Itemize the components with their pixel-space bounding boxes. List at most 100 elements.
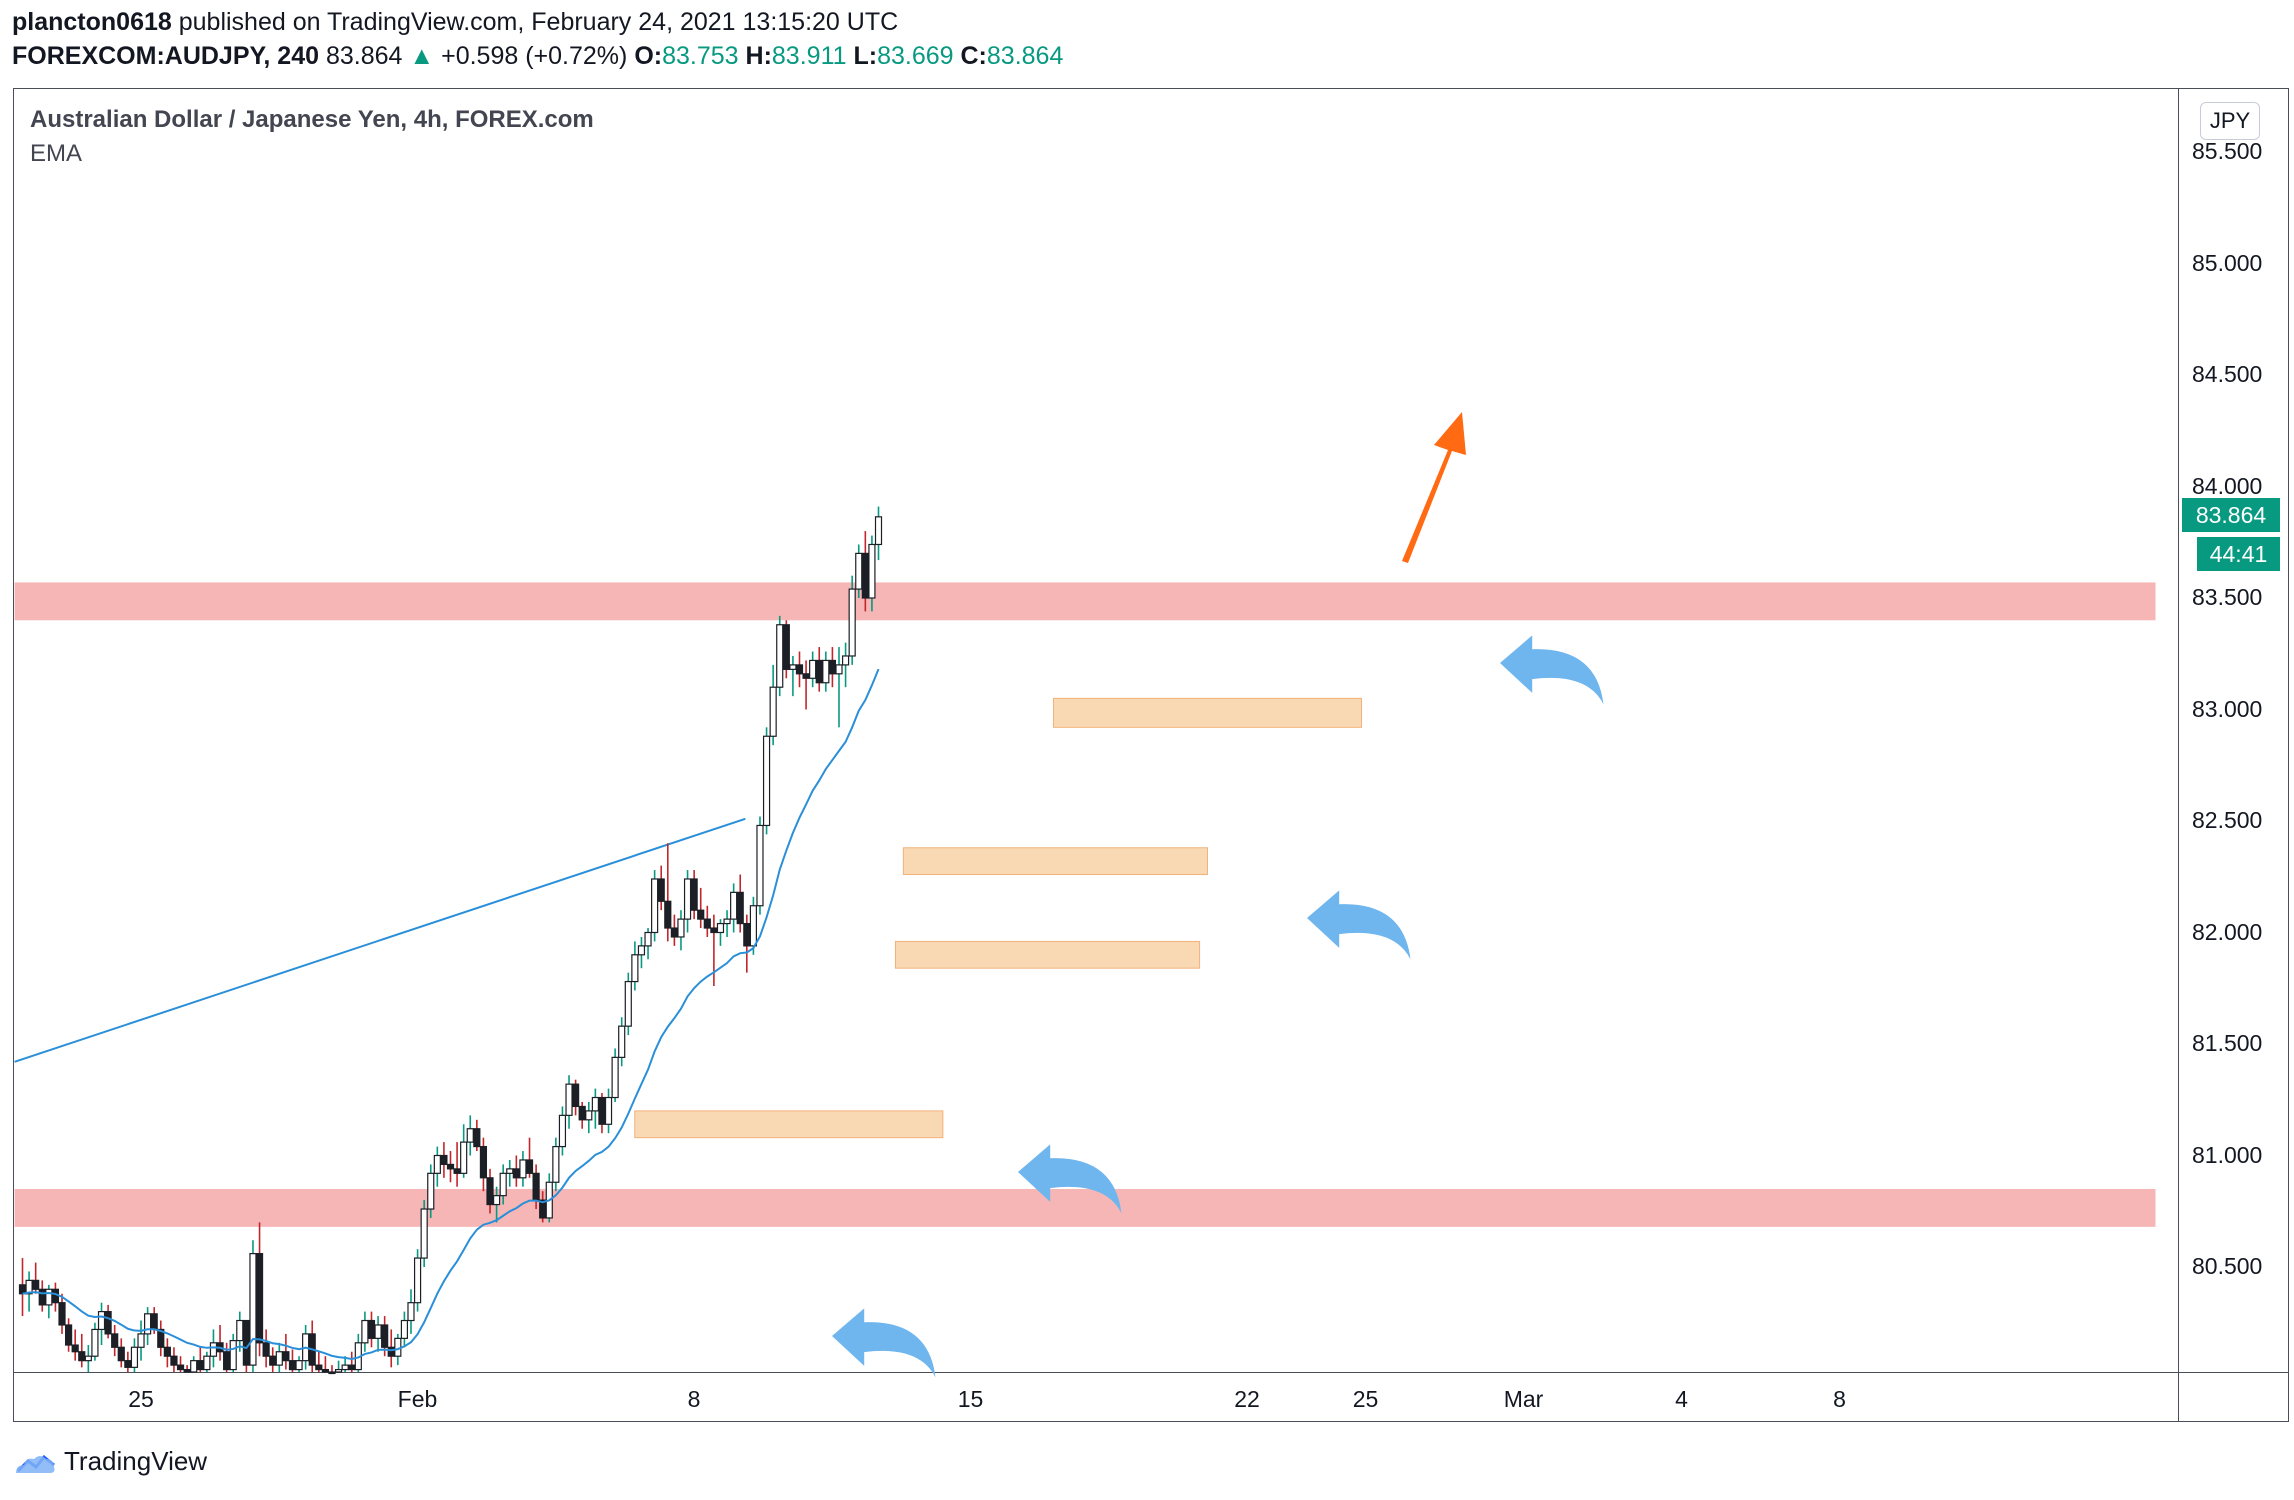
candle-body [84, 1355, 92, 1362]
candle-body [51, 1288, 60, 1304]
candle-body [697, 909, 705, 920]
ema-layer [22, 668, 880, 1361]
candle-body [486, 1177, 494, 1206]
candle-body [624, 980, 632, 1027]
candle-body [374, 1324, 382, 1339]
published-text: published on TradingView.com, February 2… [178, 8, 899, 36]
candle-body [756, 824, 764, 907]
candle-body [703, 918, 711, 929]
candle-body [242, 1319, 250, 1366]
time-tick-label: Feb [397, 1386, 438, 1412]
tradingview-brand: TradingView [64, 1446, 208, 1476]
candle-body [144, 1313, 152, 1335]
candle-body [71, 1344, 79, 1353]
chart-legend-title[interactable]: Australian Dollar / Japanese Yen, 4h, FO… [30, 106, 594, 133]
candle-body [585, 1110, 593, 1121]
currency-button[interactable]: JPY [2200, 102, 2260, 140]
candle-body [598, 1096, 606, 1125]
candle-body [743, 922, 751, 947]
ema-line [22, 668, 880, 1361]
candle-body [150, 1313, 158, 1331]
candle-body [776, 624, 784, 688]
candle-body [170, 1355, 178, 1366]
candle-body [196, 1360, 204, 1371]
candle-body [683, 878, 692, 920]
zones-layer [14, 582, 2156, 1227]
candle-body [815, 659, 823, 684]
close-value: 83.864 [986, 42, 1064, 70]
candle-body [209, 1342, 218, 1357]
candle-body [315, 1364, 323, 1371]
candle-body [176, 1364, 185, 1371]
candle-body [631, 954, 639, 983]
candle-body [124, 1360, 132, 1368]
candle-body [348, 1364, 356, 1371]
price-tick-label: 83.000 [2192, 695, 2263, 722]
candle-body [400, 1319, 409, 1339]
author-name[interactable]: plancton0618 [12, 8, 172, 36]
candle-body [525, 1159, 534, 1174]
candle-body [255, 1253, 264, 1344]
candle-body [730, 891, 738, 920]
candle-body [749, 905, 757, 947]
candle-body [420, 1208, 428, 1259]
candle-body [427, 1172, 435, 1210]
symbol-interval[interactable]: FOREXCOM:AUDJPY, 240 [12, 42, 320, 70]
candle-body [809, 659, 817, 679]
consolidation-zone [1052, 697, 1363, 728]
quote-line: FOREXCOM:AUDJPY, 240 83.864 ▲ +0.598 (+0… [12, 42, 1063, 71]
candle-body [295, 1360, 303, 1371]
orange-up-arrow [1402, 412, 1466, 563]
candle-body [519, 1159, 527, 1179]
candle-body [664, 900, 672, 929]
candle-body [190, 1360, 198, 1373]
candle-body [479, 1145, 488, 1179]
candle-body [38, 1288, 46, 1306]
candle-body [249, 1253, 257, 1366]
indicator-legend[interactable]: EMA [30, 140, 83, 167]
last-price: 83.864 [325, 42, 403, 70]
tradingview-logo[interactable]: TradingView [14, 1446, 207, 1477]
consolidation-zone [894, 940, 1201, 969]
candle-body [163, 1346, 171, 1357]
high-label: H: [745, 42, 772, 70]
time-tick-label: 8 [1833, 1386, 1846, 1412]
high-value: 83.911 [771, 42, 847, 70]
candle-body [723, 918, 731, 925]
candle-body [604, 1096, 613, 1125]
candle-body [91, 1328, 99, 1357]
candle-body [644, 931, 652, 947]
candle-body [407, 1302, 415, 1322]
candle-body [32, 1279, 40, 1290]
change-arrow-icon: ▲ [409, 42, 435, 70]
candle-body [78, 1351, 86, 1362]
candle-body [275, 1351, 283, 1366]
candle-body [111, 1333, 119, 1348]
blue-curved-arrow [832, 1308, 936, 1378]
candle-body [769, 686, 777, 737]
candle-body [710, 927, 718, 934]
candle-body [466, 1128, 474, 1143]
candle-body [282, 1351, 290, 1362]
candle-body [572, 1083, 580, 1108]
candle-body [762, 735, 771, 827]
candle-body [558, 1114, 567, 1148]
candle-body [492, 1195, 501, 1206]
candle-body [328, 1371, 336, 1375]
candle-body [117, 1346, 125, 1362]
candle-body [157, 1328, 165, 1348]
candle-body [269, 1355, 277, 1366]
chart-frame [13, 88, 2289, 1422]
candle-body [104, 1310, 112, 1335]
candle-body [565, 1083, 573, 1116]
candle-body [381, 1324, 389, 1348]
candle-body [341, 1364, 349, 1371]
candle-body [651, 878, 659, 934]
low-value: 83.669 [877, 42, 954, 70]
low-label: L: [853, 42, 878, 70]
candles-layer [18, 506, 883, 1375]
candle-body [795, 664, 804, 675]
trendline [14, 817, 746, 1063]
candle-body [618, 1025, 626, 1058]
